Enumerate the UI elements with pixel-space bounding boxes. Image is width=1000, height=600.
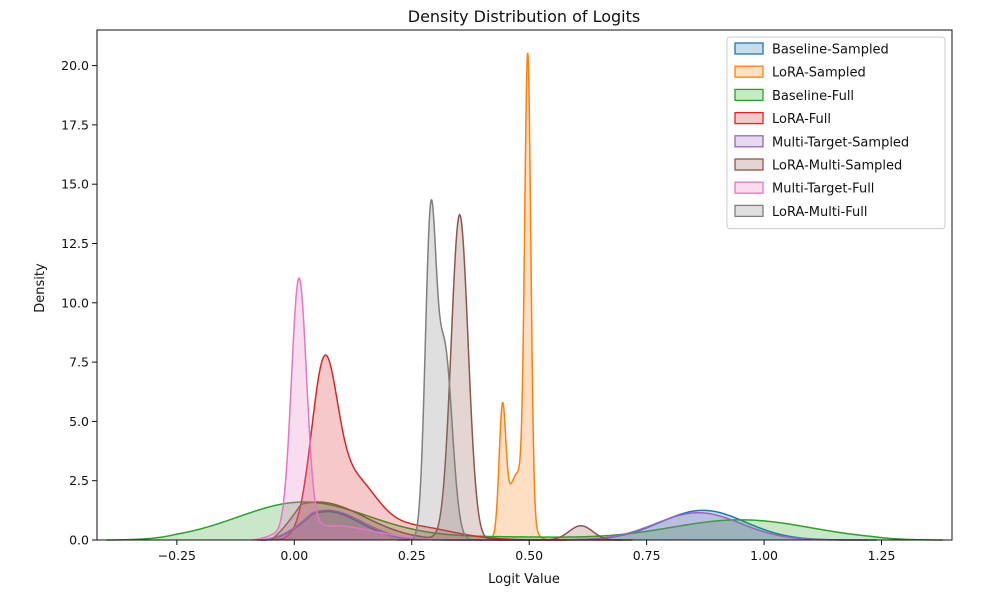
y-tick-label: 20.0 [61,58,89,73]
legend-item: Baseline-Sampled [734,42,889,58]
x-axis-label: Logit Value [488,572,560,587]
plot-frame [96,29,953,541]
area-multi-target-sampled [261,510,868,540]
legend-label: Baseline-Full [772,89,854,104]
legend-label: Baseline-Sampled [772,43,889,58]
legend-swatch [734,204,764,218]
legend-label: Multi-Target-Full [772,182,874,197]
legend-item: Baseline-Full [734,88,854,104]
legend-item: Multi-Target-Full [734,181,874,197]
legend-item: Multi-Target-Sampled [734,135,909,150]
legend-label: LoRA-Full [772,112,831,127]
area-lora-multi-sampled [270,214,633,540]
legend-item: LoRA-Multi-Full [734,204,867,220]
y-tick-label: 15.0 [61,177,89,192]
legend-swatch [734,42,764,55]
line-lora-multi-sampled [270,213,633,541]
legend-swatch [734,88,764,102]
y-axis: 0.0 2.5 5.0 7.5 10.0 12.5 15.0 17.5 20.0 [61,58,97,548]
x-tick-label: 0.50 [515,548,543,563]
y-tick-label: 17.5 [61,117,89,132]
legend-swatch [734,135,764,148]
legend-label: Multi-Target-Sampled [772,135,909,150]
y-axis-label: Density [33,263,48,313]
x-tick-label: 0.00 [280,548,308,563]
legend-swatch [734,181,764,194]
y-tick-label: 7.5 [69,355,89,370]
series-lora-multi-full [397,198,483,541]
chart-title: Density Distribution of Logits [408,7,640,26]
legend-label: LoRA-Multi-Sampled [772,159,902,174]
y-tick-label: 2.5 [69,473,89,488]
legend-swatch [734,158,764,171]
x-axis: −0.25 0.00 0.25 0.50 0.75 1.00 1.25 [158,540,896,563]
x-tick-label: −0.25 [158,548,196,563]
line-lora-multi-full [397,198,483,541]
area-lora-sampled [477,52,567,540]
legend-item: LoRA-Sampled [734,65,866,81]
area-lora-multi-full [397,199,483,540]
legend-item: LoRA-Multi-Sampled [734,158,902,174]
y-tick-label: 10.0 [61,295,89,310]
legend-box [726,36,946,230]
y-tick-label: 0.0 [69,533,89,548]
series-lora-sampled [477,52,567,541]
legend: Baseline-Sampled LoRA-Sampled Baseline-Ful… [726,36,946,230]
area-lora-full [256,355,624,540]
x-tick-label: 0.75 [633,548,661,563]
series-layer [106,52,943,541]
x-tick-label: 0.25 [398,548,426,563]
x-tick-label: 1.25 [868,548,896,563]
x-tick-label: 1.00 [750,548,778,563]
y-tick-label: 12.5 [61,236,89,251]
line-baseline-full [106,501,943,541]
series-lora-multi-sampled [270,213,633,541]
legend-label: LoRA-Sampled [772,66,866,81]
legend-swatch [734,65,764,78]
legend-item: LoRA-Full [734,111,831,127]
legend-label: LoRA-Multi-Full [772,205,867,220]
y-tick-label: 5.0 [69,414,89,429]
legend-swatch [734,111,764,125]
